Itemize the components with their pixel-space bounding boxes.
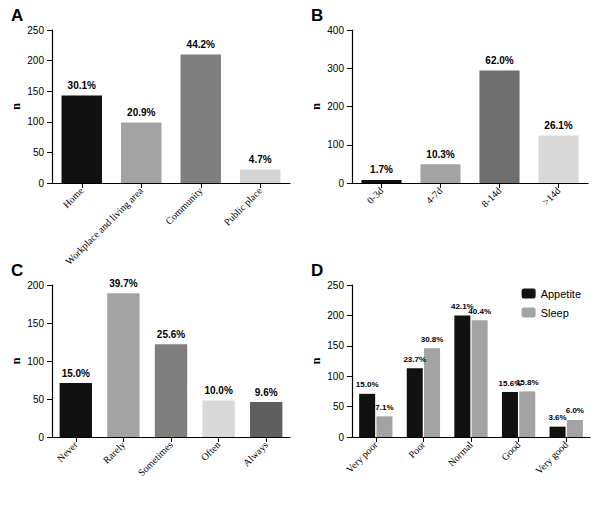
svg-text:23.7%: 23.7% [403,355,426,364]
svg-text:0: 0 [38,432,44,443]
svg-text:Sleep: Sleep [541,307,569,319]
svg-text:30.8%: 30.8% [421,335,444,344]
svg-text:Home: Home [61,185,86,210]
svg-text:25.6%: 25.6% [157,329,185,340]
svg-text:15.6%: 15.6% [498,378,522,388]
svg-text:15.8%: 15.8% [516,378,539,387]
svg-text:100: 100 [327,139,344,150]
svg-text:D: D [311,261,323,280]
svg-text:250: 250 [327,280,344,291]
svg-text:50: 50 [33,394,45,405]
svg-text:250: 250 [27,25,44,36]
svg-text:1.7%: 1.7% [370,164,393,175]
svg-text:150: 150 [27,86,44,97]
svg-text:3.6%: 3.6% [548,413,566,422]
svg-text:Public place: Public place [222,185,265,228]
svg-text:20.9%: 20.9% [127,107,155,118]
svg-text:39.7%: 39.7% [109,278,137,289]
svg-text:100: 100 [327,371,344,382]
svg-text:C: C [11,261,23,280]
svg-text:200: 200 [27,55,44,66]
svg-text:300: 300 [327,63,344,74]
svg-text:400: 400 [327,25,344,36]
svg-text:4-7d: 4-7d [424,185,445,206]
svg-text:44.2%: 44.2% [187,39,215,50]
svg-text:50: 50 [333,401,345,412]
svg-text:Workplace and living area: Workplace and living area [63,185,145,267]
svg-text:150: 150 [327,340,344,351]
svg-text:10.0%: 10.0% [204,385,232,396]
svg-text:n: n [9,103,23,110]
svg-text:200: 200 [327,101,344,112]
svg-text:50: 50 [33,147,45,158]
svg-text:A: A [11,6,23,25]
svg-text:4.7%: 4.7% [249,154,272,165]
svg-text:9.6%: 9.6% [255,387,278,398]
svg-text:0: 0 [38,178,44,189]
svg-text:Never: Never [55,439,81,465]
svg-text:62.0%: 62.0% [485,55,513,66]
svg-text:Very good: Very good [533,439,570,476]
svg-text:6.0%: 6.0% [566,406,584,415]
svg-text:0: 0 [338,178,344,189]
svg-text:0: 0 [338,432,344,443]
svg-text:26.1%: 26.1% [544,120,572,131]
svg-text:15.0%: 15.0% [62,368,90,379]
svg-text:Rarely: Rarely [101,439,128,466]
svg-text:200: 200 [27,280,44,291]
svg-text:Very poor: Very poor [344,439,380,475]
svg-text:Poor: Poor [406,439,428,461]
svg-text:200: 200 [327,310,344,321]
svg-text:8-14d: 8-14d [479,185,503,209]
svg-text:n: n [309,103,323,110]
svg-text:>14d: >14d [540,185,562,207]
svg-text:100: 100 [27,116,44,127]
svg-text:Community: Community [163,185,205,227]
svg-text:100: 100 [27,356,44,367]
svg-text:7.1%: 7.1% [375,403,393,412]
svg-text:Always: Always [241,439,270,468]
svg-text:40.4%: 40.4% [468,307,491,316]
svg-text:30.1%: 30.1% [68,80,96,91]
svg-text:n: n [309,357,323,364]
svg-text:42.1%: 42.1% [451,301,474,311]
svg-text:Sometimes: Sometimes [136,439,175,478]
svg-text:Good: Good [499,439,522,462]
svg-text:0-3d: 0-3d [365,185,386,206]
svg-text:B: B [311,6,323,25]
svg-text:Normal: Normal [446,439,476,469]
svg-text:n: n [9,357,23,364]
svg-text:Often: Often [199,439,223,463]
svg-text:Appetite: Appetite [541,288,581,300]
svg-text:150: 150 [27,318,44,329]
svg-text:15.0%: 15.0% [356,380,379,389]
svg-text:10.3%: 10.3% [426,149,454,160]
